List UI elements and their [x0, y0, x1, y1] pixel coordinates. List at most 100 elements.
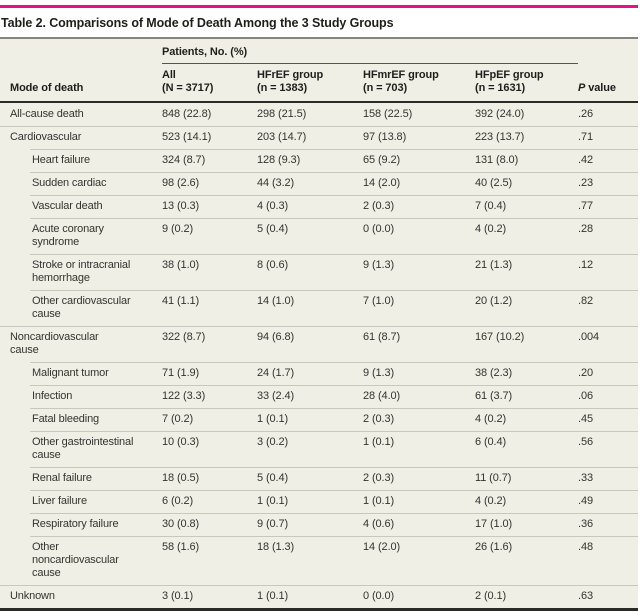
row-label: All-cause death [10, 108, 84, 120]
column-header-hfmref-line1: HFmrEF group [363, 69, 439, 81]
table-row: Infection 122 (3.3) 33 (2.4) 28 (4.0) 61… [0, 385, 638, 408]
cell-hfref: 24 (1.7) [257, 367, 295, 379]
row-label: Cardiovascular [10, 131, 82, 143]
cell-hfmref: 2 (0.3) [363, 472, 395, 484]
cell-hfpef: 40 (2.5) [475, 177, 513, 189]
cell-hfpef: 11 (0.7) [475, 472, 512, 484]
cell-pvalue: .12 [578, 259, 593, 271]
cell-hfpef: 61 (3.7) [475, 390, 513, 402]
cell-all: 9 (0.2) [162, 223, 194, 235]
cell-hfmref: 65 (9.2) [363, 154, 401, 166]
cell-hfpef: 392 (24.0) [475, 108, 525, 120]
column-header-hfref: HFrEF group (n = 1383) [257, 69, 363, 95]
cell-all: 58 (1.6) [162, 541, 200, 553]
cell-hfpef: 2 (0.1) [475, 590, 507, 602]
cell-all: 10 (0.3) [162, 436, 200, 448]
cell-pvalue: .36 [578, 518, 593, 530]
table-row: Other cardiovascular cause 41 (1.1) 14 (… [0, 290, 638, 326]
cell-all: 30 (0.8) [162, 518, 200, 530]
cell-pvalue: .82 [578, 295, 593, 307]
column-header-hfpef-line2: (n = 1631) [475, 82, 526, 94]
column-header-hfpef: HFpEF group (n = 1631) [475, 69, 578, 95]
row-label: Infection [32, 390, 73, 402]
cell-pvalue: .49 [578, 495, 593, 507]
table-row: Sudden cardiac 98 (2.6) 44 (3.2) 14 (2.0… [0, 172, 638, 195]
cell-hfpef: 7 (0.4) [475, 200, 507, 212]
column-header-pvalue-value: value [588, 82, 616, 94]
row-label: Heart failure [32, 154, 90, 166]
table-row: Stroke or intracranial hemorrhage 38 (1.… [0, 254, 638, 290]
cell-hfref: 5 (0.4) [257, 223, 289, 235]
table-body: All-cause death 848 (22.8) 298 (21.5) 15… [0, 103, 638, 611]
cell-all: 523 (14.1) [162, 131, 212, 143]
cell-all: 13 (0.3) [162, 200, 200, 212]
cell-hfref: 14 (1.0) [257, 295, 295, 307]
table-row: Unknown 3 (0.1) 1 (0.1) 0 (0.0) 2 (0.1) … [0, 585, 638, 608]
table-row: Other gastrointestinal cause 10 (0.3) 3 … [0, 431, 638, 467]
column-header-mode-of-death: Mode of death [10, 82, 84, 94]
table-row: Malignant tumor 71 (1.9) 24 (1.7) 9 (1.3… [0, 362, 638, 385]
header-spacer [0, 46, 162, 64]
cell-pvalue: .23 [578, 177, 593, 189]
cell-hfref: 44 (3.2) [257, 177, 295, 189]
cell-hfref: 18 (1.3) [257, 541, 295, 553]
cell-pvalue: .71 [578, 131, 593, 143]
row-label: Fatal bleeding [32, 413, 100, 425]
cell-pvalue: .28 [578, 223, 593, 235]
table-row: All-cause death 848 (22.8) 298 (21.5) 15… [0, 103, 638, 126]
cell-hfpef: 4 (0.2) [475, 495, 507, 507]
table-row: Heart failure 324 (8.7) 128 (9.3) 65 (9.… [0, 149, 638, 172]
cell-hfpef: 223 (13.7) [475, 131, 525, 143]
accent-bar [0, 5, 638, 8]
column-header-hfref-line2: (n = 1383) [257, 82, 308, 94]
row-label: Respiratory failure [32, 518, 119, 530]
column-header-all-line1: All [162, 69, 176, 81]
cell-hfmref: 14 (2.0) [363, 177, 401, 189]
cell-hfmref: 2 (0.3) [363, 200, 395, 212]
cell-hfpef: 26 (1.6) [475, 541, 513, 553]
cell-pvalue: .33 [578, 472, 593, 484]
cell-pvalue: .20 [578, 367, 593, 379]
cell-all: 18 (0.5) [162, 472, 200, 484]
cell-all: 7 (0.2) [162, 413, 194, 425]
row-label: Unknown [10, 590, 55, 602]
row-label: Renal failure [32, 472, 92, 484]
row-label: Other cardiovascular cause [32, 295, 131, 320]
column-header-hfmref-line2: (n = 703) [363, 82, 408, 94]
table-header: Patients, No. (%) Mode of death All (N =… [0, 39, 638, 103]
table-row: Respiratory failure 30 (0.8) 9 (0.7) 4 (… [0, 513, 638, 536]
table-row: Cardiovascular 523 (14.1) 203 (14.7) 97 … [0, 126, 638, 149]
cell-hfmref: 0 (0.0) [363, 223, 395, 235]
table-row: Fatal bleeding 7 (0.2) 1 (0.1) 2 (0.3) 4… [0, 408, 638, 431]
cell-pvalue: .004 [578, 331, 600, 343]
cell-hfref: 4 (0.3) [257, 200, 289, 212]
row-label: Malignant tumor [32, 367, 109, 379]
cell-hfmref: 9 (1.3) [363, 259, 395, 271]
cell-hfpef: 17 (1.0) [475, 518, 513, 530]
cell-all: 122 (3.3) [162, 390, 206, 402]
cell-all: 98 (2.6) [162, 177, 200, 189]
table-row: Acute coronary syndrome 9 (0.2) 5 (0.4) … [0, 218, 638, 254]
row-label: Acute coronary syndrome [32, 223, 104, 248]
cell-hfmref: 9 (1.3) [363, 367, 395, 379]
cell-pvalue: .42 [578, 154, 593, 166]
cell-hfpef: 131 (8.0) [475, 154, 519, 166]
column-header-all: All (N = 3717) [162, 69, 257, 95]
header-spacer-right [578, 46, 638, 64]
row-label: Other gastrointestinal cause [32, 436, 134, 461]
row-label: Noncardiovascular cause [10, 331, 99, 356]
cell-all: 6 (0.2) [162, 495, 194, 507]
row-label: Stroke or intracranial hemorrhage [32, 259, 131, 284]
cell-hfmref: 97 (13.8) [363, 131, 407, 143]
cell-hfmref: 61 (8.7) [363, 331, 401, 343]
group-header-label: Patients, No. (%) [162, 46, 578, 64]
column-header-all-line2: (N = 3717) [162, 82, 214, 94]
cell-all: 322 (8.7) [162, 331, 206, 343]
cell-all: 324 (8.7) [162, 154, 206, 166]
table-row: Other noncardiovascular cause 58 (1.6) 1… [0, 536, 638, 585]
cell-hfref: 5 (0.4) [257, 472, 289, 484]
cell-hfmref: 0 (0.0) [363, 590, 395, 602]
cell-hfmref: 28 (4.0) [363, 390, 401, 402]
cell-hfref: 298 (21.5) [257, 108, 307, 120]
